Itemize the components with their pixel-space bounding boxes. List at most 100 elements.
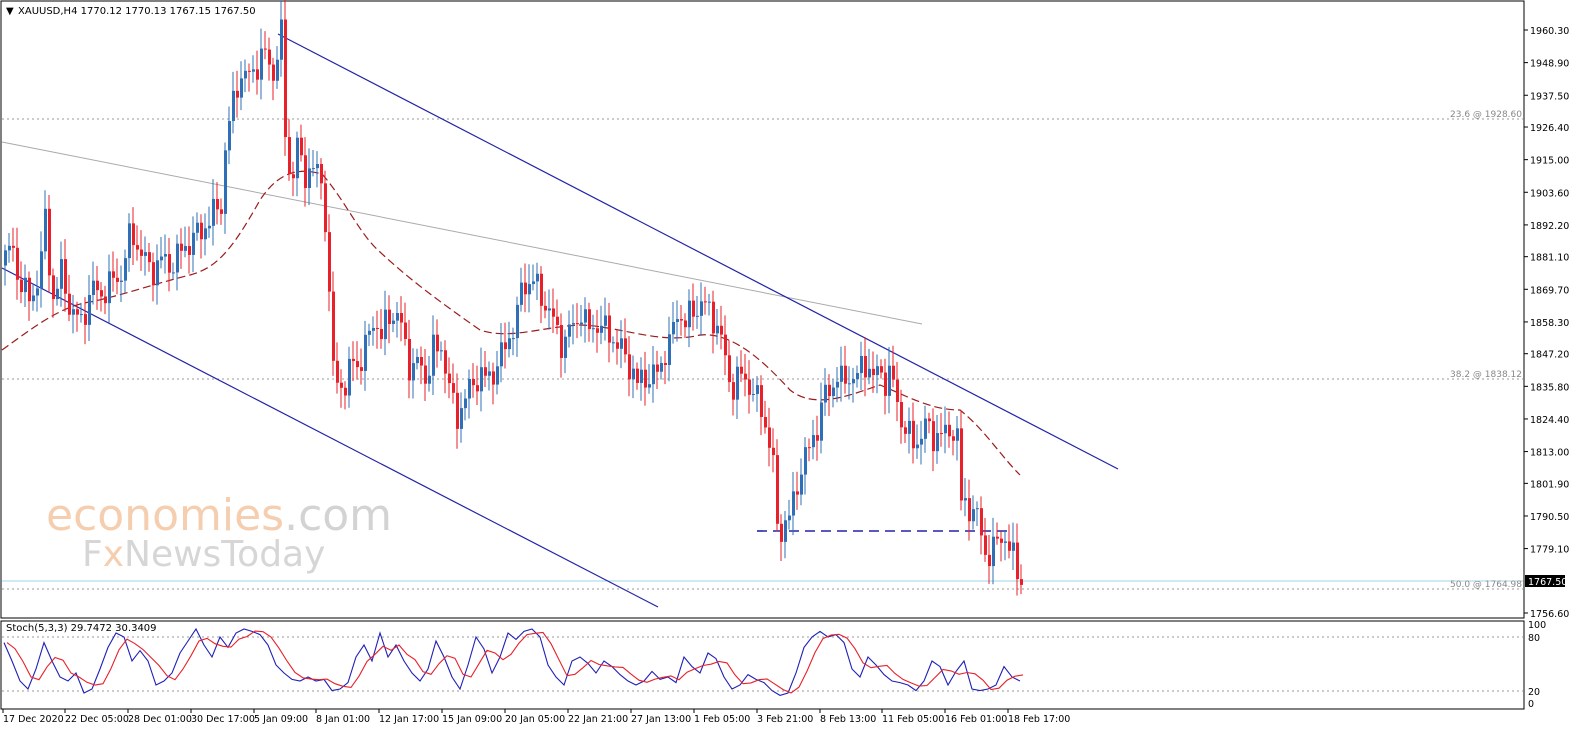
candle-body: [32, 295, 35, 302]
candle-body: [904, 427, 907, 434]
candle-body: [632, 368, 635, 380]
candle-body: [608, 315, 611, 343]
stoch-d-line: [6, 630, 1024, 694]
candle-body: [824, 384, 827, 403]
candle-body: [480, 367, 483, 392]
time-tick-label: 8 Jan 01:00: [316, 714, 370, 725]
candle-body: [332, 291, 335, 361]
candle-body: [420, 357, 423, 366]
time-tick-label: 30 Dec 17:00: [191, 714, 255, 725]
candle-body: [916, 444, 919, 449]
candle-body: [412, 363, 415, 381]
candle-body: [540, 273, 543, 306]
price-tick-label: 1835.80: [1530, 382, 1569, 393]
candle-body: [380, 328, 383, 340]
candle-body: [992, 536, 995, 567]
candle-body: [340, 382, 343, 388]
candle-body: [860, 356, 863, 374]
candle-body: [328, 232, 331, 292]
price-tick-label: 1790.50: [1530, 512, 1569, 523]
candle-body: [752, 394, 755, 396]
candle-body: [104, 296, 107, 304]
price-tick-label: 1756.60: [1530, 609, 1569, 620]
candle-body: [80, 314, 83, 316]
candle-body: [700, 301, 703, 316]
candle-body: [948, 424, 951, 437]
time-tick-label: 27 Jan 13:00: [631, 714, 691, 725]
candle-body: [656, 364, 659, 372]
candle-body: [624, 338, 627, 355]
candle-body: [200, 222, 203, 240]
candle-body: [956, 428, 959, 441]
time-tick-label: 28 Dec 01:00: [128, 714, 192, 725]
watermark: economies.com FxNewsToday: [46, 490, 392, 575]
candle-body: [604, 315, 607, 326]
candle-body: [96, 280, 99, 291]
candle-body: [784, 520, 787, 542]
candle-body: [592, 328, 595, 330]
candle-body: [136, 245, 139, 250]
candle-body: [456, 392, 459, 429]
candle-body: [828, 384, 831, 397]
candle-body: [464, 398, 467, 409]
time-tick-label: 8 Feb 13:00: [820, 714, 876, 725]
price-tick-label: 1824.40: [1530, 415, 1569, 426]
candle-body: [852, 379, 855, 384]
candle-body: [600, 325, 603, 333]
candle-body: [692, 300, 695, 317]
candle-body: [724, 334, 727, 356]
candle-body: [344, 387, 347, 396]
candle-body: [588, 309, 591, 330]
candle-body: [72, 309, 75, 315]
time-tick-label: 18 Feb 17:00: [1008, 714, 1070, 725]
price-axis: 1960.30 1948.90 1937.50 1926.40 1915.00 1903.…: [1524, 26, 1569, 620]
candle-body: [872, 368, 875, 376]
stoch-axis-100: 100: [1528, 620, 1546, 631]
candle-body: [152, 262, 155, 286]
candle-body: [112, 271, 115, 278]
candle-body: [964, 498, 967, 501]
candle-body: [512, 338, 515, 340]
candle-body: [164, 254, 167, 257]
moving-average-line: [1, 170, 1021, 476]
price-tick-label: 1960.30: [1530, 26, 1569, 37]
candle-body: [772, 447, 775, 456]
candle-body: [932, 421, 935, 452]
candle-body: [120, 280, 123, 282]
candle-body: [108, 271, 111, 304]
candle-body: [912, 420, 915, 449]
candle-body: [448, 373, 451, 384]
candle-body: [928, 418, 931, 422]
candle-body: [864, 356, 867, 378]
candle-body: [840, 365, 843, 382]
candle-body: [408, 338, 411, 381]
candle-body: [740, 366, 743, 374]
candle-body: [324, 183, 327, 233]
candle-body: [440, 350, 443, 352]
candle-body: [560, 324, 563, 358]
candle-body: [888, 365, 891, 396]
candle-body: [660, 363, 663, 372]
candle-body: [60, 259, 63, 289]
time-tick-label: 16 Feb 01:00: [945, 714, 1007, 725]
price-tick-label: 1881.10: [1530, 253, 1569, 264]
watermark-f: F: [82, 534, 103, 575]
candle-body: [20, 279, 23, 293]
candle-body: [376, 327, 379, 329]
stoch-axis-20: 20: [1528, 687, 1540, 698]
candle-body: [16, 247, 19, 280]
candle-body: [516, 304, 519, 339]
candle-body: [356, 361, 359, 368]
candle-body: [896, 379, 899, 402]
candle-body: [76, 309, 79, 315]
candle-body: [876, 366, 879, 376]
candle-body: [84, 314, 87, 325]
candle-body: [500, 342, 503, 367]
candle-body: [276, 59, 279, 81]
candle-body: [792, 491, 795, 516]
candle-body: [924, 418, 927, 439]
svg-text:FxNewsToday: FxNewsToday: [82, 534, 325, 575]
candle-body: [580, 322, 583, 325]
candle-body: [508, 338, 511, 350]
